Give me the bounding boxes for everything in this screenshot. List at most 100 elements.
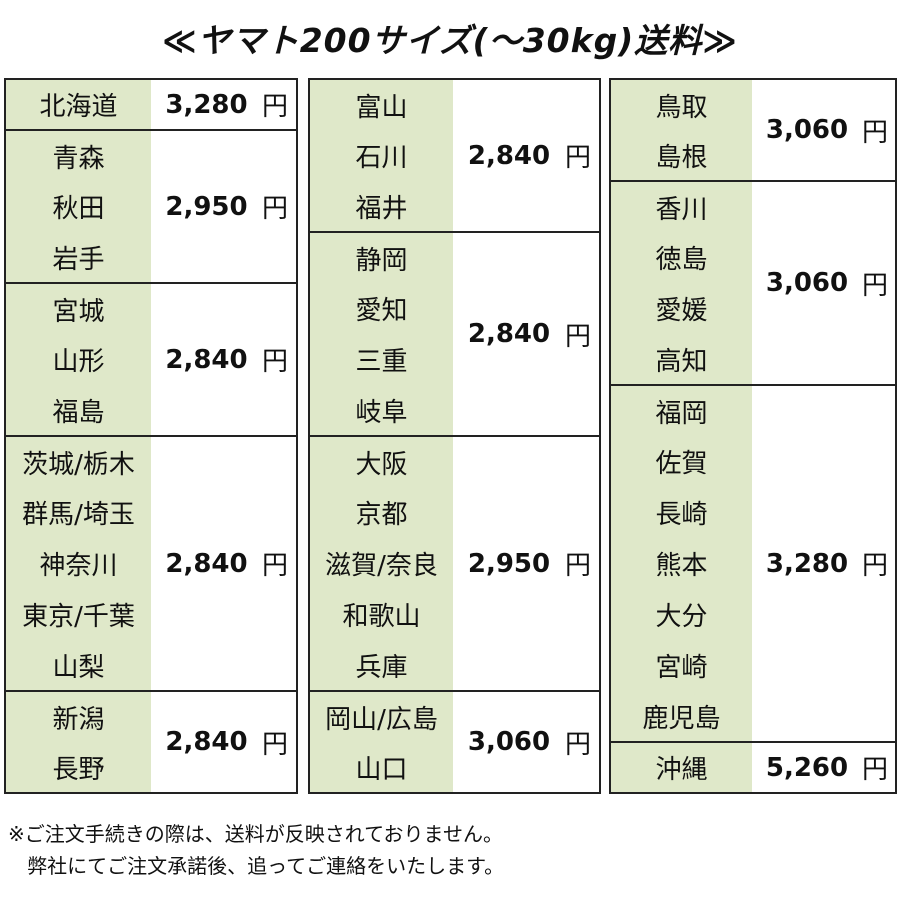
price-cell: 3,060 [752,180,862,385]
rate-row: 熊本 [610,538,896,589]
rate-column-3: 鳥取 3,060 円島根 香川 3,060 円徳島 愛媛 高知 福岡 3,280 円佐賀 長崎 熊本 大分… [609,78,897,794]
rate-row: 新潟 2,840 円 [5,690,297,793]
rate-column-1: 北海道 3,280 円青森 2,950 円秋田 岩手 宮城 2,840 円山形 福島 茨城/栃木 2,… [4,78,298,794]
prefecture-cell: 沖縄 [610,741,752,793]
rate-row: 京都 [309,487,600,538]
rate-table: 北海道 3,280 円青森 2,950 円秋田 岩手 宮城 2,840 円山形 福島 茨城/栃木 2,… [4,78,298,794]
rate-row: 島根 [610,130,896,181]
note-line-1: ※ご注文手続きの際は、送料が反映されておりません。 [8,822,503,846]
unit-cell: 円 [565,690,600,793]
rate-row: 香川 3,060 円 [610,180,896,385]
prefecture-cell: 大阪 [309,435,453,487]
rate-row: 大阪 2,950 円 [309,435,600,691]
prefecture-cell: 岐阜 [309,385,453,436]
price-cell: 2,950 [151,129,262,283]
unit-cell: 円 [862,79,896,181]
note-line-2: 弊社にてご注文承諾後、追ってご連絡をいたします。 [27,854,505,878]
prefecture-cell: 鳥取 [610,79,752,130]
prefecture-cell: 新潟 [5,690,151,742]
rate-row: 東京/千葉 [5,589,297,640]
prefecture-cell: 山梨 [5,640,151,691]
rate-row: 静岡 2,840 円 [309,231,600,436]
rate-row: 秋田 [5,181,297,232]
prefecture-cell: 佐賀 [610,436,752,487]
rate-row: 高知 [610,334,896,385]
rate-row: 富山 2,840 円 [309,79,600,232]
prefecture-cell: 徳島 [610,232,752,283]
prefecture-cell: 岩手 [5,232,151,283]
prefecture-cell: 富山 [309,79,453,130]
prefecture-cell: 宮崎 [610,640,752,691]
rate-row: 沖縄 5,260 円 [610,741,896,793]
unit-cell: 円 [262,79,297,130]
rate-row: 福井 [309,181,600,232]
rate-row: 宮城 2,840 円 [5,282,297,436]
rate-table: 鳥取 3,060 円島根 香川 3,060 円徳島 愛媛 高知 福岡 3,280 円佐賀 長崎 熊本 大分… [609,78,897,794]
prefecture-cell: 福岡 [610,384,752,436]
rate-row: 山梨 [5,640,297,691]
prefecture-cell: 神奈川 [5,538,151,589]
prefecture-cell: 秋田 [5,181,151,232]
unit-cell: 円 [862,180,896,385]
prefecture-cell: 群馬/埼玉 [5,487,151,538]
unit-cell: 円 [862,384,896,742]
price-cell: 2,840 [151,282,262,436]
rate-row: 青森 2,950 円 [5,129,297,283]
prefecture-cell: 北海道 [5,79,151,130]
prefecture-cell: 岡山/広島 [309,690,453,742]
unit-cell: 円 [262,690,297,793]
prefecture-cell: 京都 [309,487,453,538]
prefecture-cell: 山口 [309,742,453,793]
prefecture-cell: 山形 [5,334,151,385]
rate-row: 北海道 3,280 円 [5,79,297,130]
prefecture-cell: 福島 [5,385,151,436]
rate-row: 宮崎 [610,640,896,691]
unit-cell: 円 [262,435,297,691]
prefecture-cell: 香川 [610,180,752,232]
rate-table: 富山 2,840 円石川 福井 静岡 2,840 円愛知 三重 岐阜 大阪 2,950 円京都 滋賀/奈… [308,78,601,794]
rate-row: 岡山/広島 3,060 円 [309,690,600,793]
price-cell: 3,060 [752,79,862,181]
rate-row: 三重 [309,334,600,385]
rate-row: 兵庫 [309,640,600,691]
prefecture-cell: 兵庫 [309,640,453,691]
price-cell: 2,840 [151,690,262,793]
prefecture-cell: 宮城 [5,282,151,334]
price-cell: 2,840 [453,231,565,436]
unit-cell: 円 [565,231,600,436]
prefecture-cell: 滋賀/奈良 [309,538,453,589]
rate-row: 鹿児島 [610,691,896,742]
rate-row: 大分 [610,589,896,640]
rate-row: 徳島 [610,232,896,283]
prefecture-cell: 青森 [5,129,151,181]
prefecture-cell: 東京/千葉 [5,589,151,640]
price-cell: 2,840 [151,435,262,691]
price-cell: 2,840 [453,79,565,232]
rate-row: 茨城/栃木 2,840 円 [5,435,297,691]
price-cell: 3,280 [151,79,262,130]
rate-row: 石川 [309,130,600,181]
prefecture-cell: 石川 [309,130,453,181]
rate-row: 山口 [309,742,600,793]
rate-row: 岐阜 [309,385,600,436]
prefecture-cell: 和歌山 [309,589,453,640]
prefecture-cell: 愛媛 [610,283,752,334]
rate-row: 岩手 [5,232,297,283]
unit-cell: 円 [262,129,297,283]
prefecture-cell: 三重 [309,334,453,385]
rate-row: 長崎 [610,487,896,538]
prefecture-cell: 長崎 [610,487,752,538]
page-title: ≪ヤマト200サイズ(～30kg)送料≫ [162,21,738,60]
rate-row: 愛媛 [610,283,896,334]
rate-row: 佐賀 [610,436,896,487]
rate-row: 愛知 [309,283,600,334]
prefecture-cell: 福井 [309,181,453,232]
price-cell: 3,060 [453,690,565,793]
rate-row: 和歌山 [309,589,600,640]
prefecture-cell: 長野 [5,742,151,793]
rate-row: 滋賀/奈良 [309,538,600,589]
prefecture-cell: 島根 [610,130,752,181]
price-cell: 2,950 [453,435,565,691]
unit-cell: 円 [565,435,600,691]
prefecture-cell: 熊本 [610,538,752,589]
